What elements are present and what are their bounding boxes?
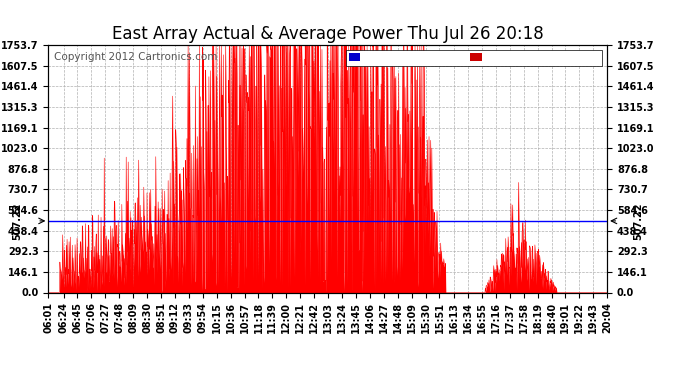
Legend: Average  (DC Watts), East Array  (DC Watts): Average (DC Watts), East Array (DC Watts… bbox=[346, 50, 602, 66]
Title: East Array Actual & Average Power Thu Jul 26 20:18: East Array Actual & Average Power Thu Ju… bbox=[112, 26, 544, 44]
Text: Copyright 2012 Cartronics.com: Copyright 2012 Cartronics.com bbox=[54, 53, 217, 62]
Text: 507.22: 507.22 bbox=[12, 202, 23, 240]
Text: 507.22: 507.22 bbox=[633, 202, 643, 240]
